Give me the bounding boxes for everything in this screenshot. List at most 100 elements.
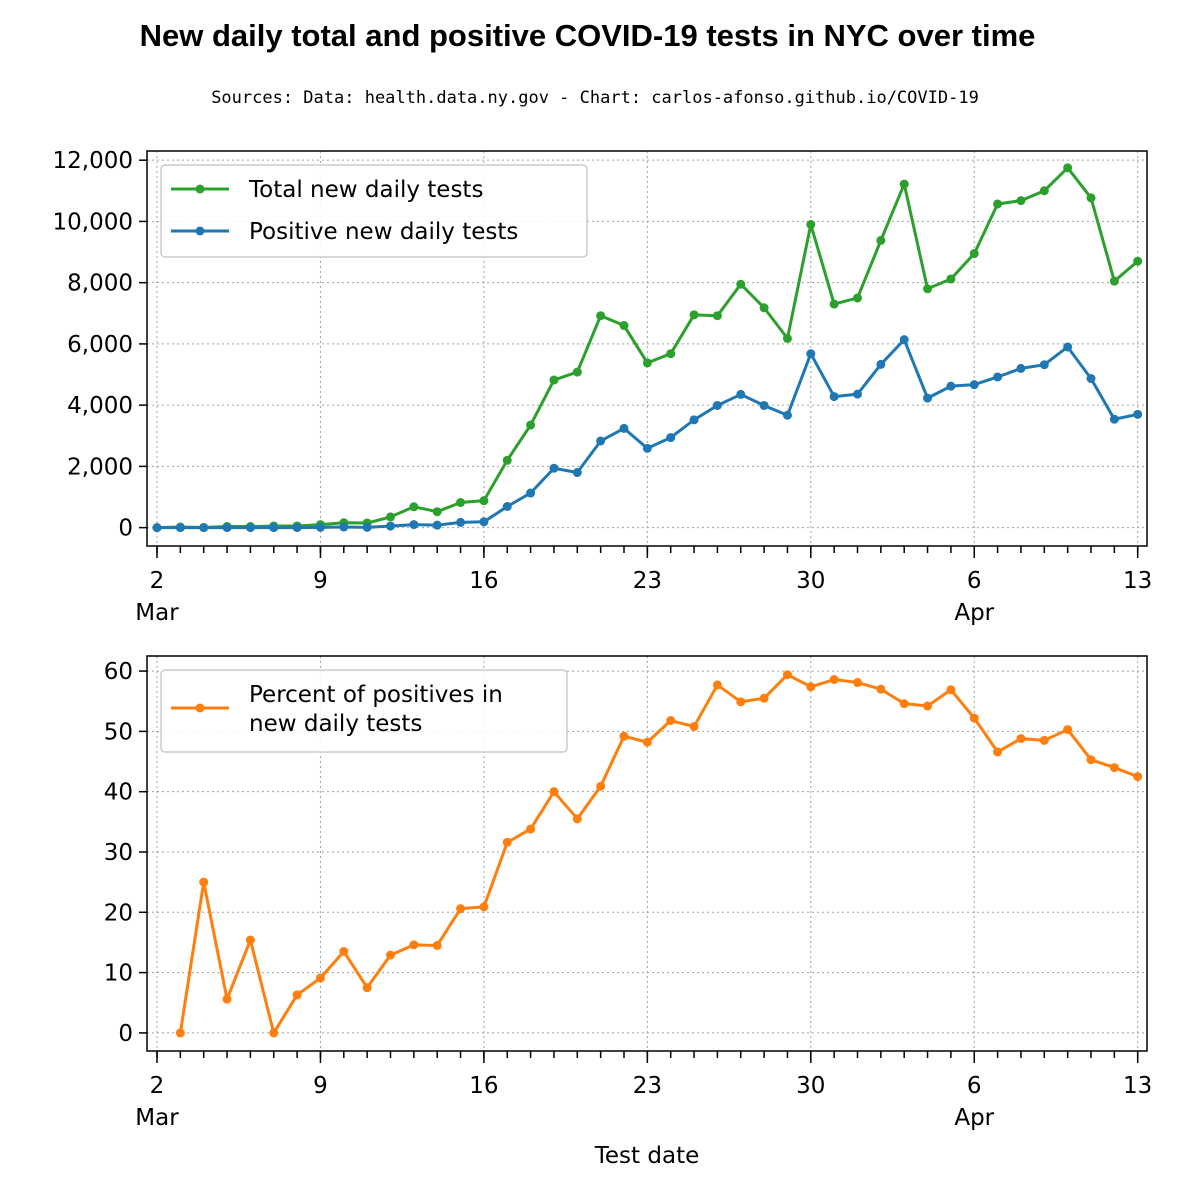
data-point bbox=[712, 311, 722, 321]
data-point bbox=[736, 697, 746, 707]
data-point bbox=[502, 502, 512, 511]
data-point bbox=[923, 393, 933, 403]
data-point bbox=[1133, 409, 1143, 419]
series-1 bbox=[175, 670, 1143, 1038]
data-point bbox=[526, 488, 536, 498]
data-point bbox=[689, 310, 699, 320]
x-tick-label: 2 bbox=[150, 568, 165, 594]
chart-panel-2: 0 10 20 30 40 50 60 2 Mar 9 16 23 30 6 Apr 13 Test date P… bbox=[104, 655, 1152, 1169]
data-point bbox=[269, 523, 279, 533]
y-tick-label: 0 bbox=[118, 516, 133, 542]
data-point bbox=[712, 680, 722, 690]
data-point bbox=[666, 349, 676, 359]
data-point bbox=[479, 496, 489, 506]
data-point bbox=[1086, 374, 1096, 384]
data-point bbox=[1039, 186, 1049, 196]
y-tick-label: 2,000 bbox=[67, 454, 133, 480]
data-point bbox=[759, 400, 769, 410]
data-point bbox=[245, 523, 255, 533]
data-point bbox=[432, 520, 442, 530]
data-point bbox=[502, 455, 512, 465]
data-point bbox=[759, 303, 769, 313]
data-point bbox=[362, 522, 372, 532]
data-point bbox=[386, 521, 395, 531]
series-2 bbox=[152, 335, 1143, 533]
data-point bbox=[1039, 735, 1049, 745]
data-point bbox=[432, 940, 442, 950]
data-point bbox=[409, 520, 419, 530]
data-point bbox=[572, 468, 582, 478]
y-tick-label: 6,000 bbox=[67, 332, 133, 358]
data-point bbox=[339, 946, 349, 956]
data-point bbox=[736, 279, 746, 289]
data-point bbox=[969, 713, 979, 723]
data-point bbox=[993, 372, 1003, 382]
data-point bbox=[853, 678, 862, 688]
data-point bbox=[806, 219, 816, 229]
data-point bbox=[642, 443, 652, 453]
data-point bbox=[1016, 196, 1026, 206]
data-point bbox=[1063, 342, 1073, 352]
chart-title: New daily total and positive COVID-19 te… bbox=[139, 18, 1036, 53]
data-point bbox=[1109, 414, 1119, 424]
x-tick-sublabel: Apr bbox=[954, 600, 994, 626]
data-point bbox=[596, 311, 606, 321]
data-point bbox=[596, 781, 606, 791]
data-point bbox=[175, 523, 185, 533]
x-tick-label: 30 bbox=[796, 568, 825, 594]
y-tick-label: 8,000 bbox=[67, 271, 133, 297]
legend-box bbox=[160, 669, 568, 753]
x-tick-label: 9 bbox=[313, 1073, 328, 1099]
legend-entry: Total new daily tests bbox=[171, 177, 483, 203]
x-axis-label: Test date bbox=[594, 1143, 699, 1169]
data-point bbox=[946, 274, 956, 284]
data-point bbox=[899, 699, 909, 709]
data-point bbox=[1016, 734, 1026, 744]
data-point bbox=[1109, 763, 1119, 773]
y-tick-label: 10,000 bbox=[53, 209, 133, 235]
data-point bbox=[479, 902, 489, 912]
data-point bbox=[292, 523, 302, 533]
data-point bbox=[549, 463, 559, 473]
data-point bbox=[222, 523, 232, 533]
x-tick-label: 13 bbox=[1123, 1073, 1152, 1099]
data-point bbox=[666, 433, 676, 443]
chart-subtitle: Sources: Data: health.data.ny.gov - Char… bbox=[211, 88, 979, 108]
x-tick-label: 6 bbox=[967, 568, 982, 594]
data-point bbox=[199, 523, 209, 533]
data-point bbox=[829, 675, 839, 685]
data-point bbox=[782, 333, 792, 343]
x-tick-label: 23 bbox=[633, 568, 662, 594]
data-point bbox=[853, 389, 862, 399]
data-point bbox=[456, 904, 466, 914]
y-tick-label: 4,000 bbox=[67, 393, 133, 419]
legend-entry: Percent of positives in new daily tests bbox=[171, 682, 503, 737]
data-point bbox=[502, 837, 512, 847]
y-tick-label: 10 bbox=[104, 961, 133, 987]
y-tick-label: 0 bbox=[118, 1021, 133, 1047]
x-tick-label: 13 bbox=[1123, 568, 1152, 594]
data-point bbox=[1063, 163, 1073, 173]
data-point bbox=[409, 502, 419, 512]
x-tick-label: 16 bbox=[469, 1073, 498, 1099]
data-point bbox=[1133, 256, 1143, 266]
data-point bbox=[596, 436, 606, 446]
chart-panel-1: 0 2,000 4,000 6,000 8,000 10,000 12,000 2 Mar 9 16… bbox=[53, 148, 1153, 626]
data-point bbox=[1133, 772, 1143, 782]
data-point bbox=[829, 392, 839, 402]
axes-frame bbox=[146, 655, 1148, 1052]
data-point bbox=[689, 722, 699, 732]
legend-label: Positive new daily tests bbox=[249, 219, 518, 245]
data-point bbox=[946, 381, 956, 391]
data-point bbox=[993, 747, 1003, 757]
y-tick-label: 20 bbox=[104, 900, 133, 926]
data-point bbox=[479, 517, 489, 527]
x-tick-label: 9 bbox=[313, 568, 328, 594]
x-tick-label: 16 bbox=[469, 568, 498, 594]
data-point bbox=[549, 375, 559, 385]
y-tick-label: 60 bbox=[104, 659, 133, 685]
legend-swatch-marker bbox=[195, 184, 205, 194]
data-point bbox=[386, 950, 395, 960]
data-point bbox=[969, 249, 979, 259]
data-point bbox=[736, 389, 746, 399]
